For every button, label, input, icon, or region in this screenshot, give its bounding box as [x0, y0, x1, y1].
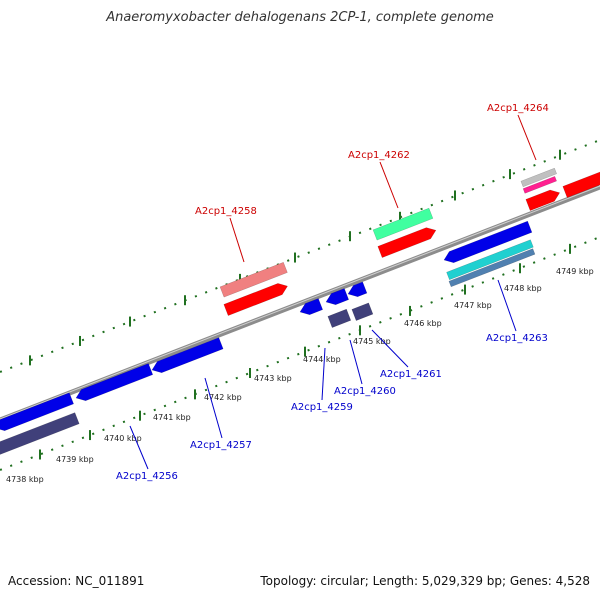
gene-4260-arrow[interactable]: [325, 288, 350, 305]
tick-label: 4739 kbp: [56, 455, 94, 464]
tick-label: 4746 kbp: [404, 319, 442, 328]
gene-label-leader: [497, 279, 517, 332]
gene-4263-arrow[interactable]: [443, 220, 533, 263]
gene-label-leader: [204, 377, 223, 439]
gene-4264-arrow[interactable]: [525, 189, 561, 211]
tick-label: 4745 kbp: [353, 337, 391, 346]
gene-features[interactable]: [0, 167, 600, 456]
gene-label[interactable]: A2cp1_4262: [348, 150, 410, 161]
gene-4256-cds[interactable]: [0, 412, 80, 456]
gene-label[interactable]: A2cp1_4259: [291, 402, 353, 413]
gene-4261-cds[interactable]: [351, 302, 374, 321]
gene-label-leader: [379, 161, 399, 209]
gene-label-leader: [517, 114, 537, 161]
tick-label: 4744 kbp: [303, 355, 341, 364]
gene-label[interactable]: A2cp1_4263: [486, 333, 548, 344]
gene-4258-arrow[interactable]: [223, 283, 288, 316]
tick-label: 4738 kbp: [6, 475, 44, 484]
map-title: Anaeromyxobacter dehalogenans 2CP-1, com…: [106, 10, 494, 25]
gene-4255-arrow[interactable]: [0, 392, 74, 431]
gene-label-leader: [371, 329, 409, 368]
tick-label: 4741 kbp: [153, 413, 191, 422]
gene-label[interactable]: A2cp1_4256: [116, 471, 178, 482]
gene-4264-misc[interactable]: [520, 167, 557, 188]
gene-4262-arrow[interactable]: [377, 227, 437, 258]
gene-4257-arrow[interactable]: [151, 337, 224, 373]
gene-4265-partial[interactable]: [562, 171, 600, 198]
gene-label-leader: [229, 217, 245, 263]
gene-4264-rna[interactable]: [522, 176, 557, 194]
tick-label: 4748 kbp: [504, 284, 542, 293]
gene-label[interactable]: A2cp1_4257: [190, 440, 252, 451]
gene-label[interactable]: A2cp1_4260: [334, 386, 396, 397]
tick-label: 4749 kbp: [556, 267, 594, 276]
accession-text: Accession: NC_011891: [8, 574, 145, 588]
gene-label[interactable]: A2cp1_4261: [380, 369, 442, 380]
gene-4261-arrow[interactable]: [347, 281, 368, 297]
gene-4260-cds[interactable]: [327, 308, 352, 328]
tick-label: 4743 kbp: [254, 374, 292, 383]
gene-label-leader: [349, 339, 363, 385]
major-ticks: [29, 149, 571, 460]
tick-label: 4742 kbp: [204, 393, 242, 402]
tick-label: 4740 kbp: [104, 434, 142, 443]
gene-4262-rrna[interactable]: [372, 207, 434, 241]
gene-4258-cds[interactable]: [219, 261, 288, 298]
genome-summary-text: Topology: circular; Length: 5,029,329 bp…: [260, 574, 590, 588]
gene-label-leader: [321, 347, 326, 401]
gene-label[interactable]: A2cp1_4258: [195, 206, 257, 217]
gene-label-leader: [129, 425, 149, 470]
tick-label: 4747 kbp: [454, 301, 492, 310]
tick-labels: 4738 kbp 4739 kbp 4740 kbp 4741 kbp 4742 kbp…: [6, 267, 594, 484]
gene-4263-misc[interactable]: [446, 239, 534, 281]
gene-4259-arrow[interactable]: [299, 298, 324, 315]
gene-labels[interactable]: A2cp1_4256 A2cp1_4257 A2cp1_4258 A2cp1_4259…: [116, 103, 549, 482]
genome-backbone: [0, 184, 600, 423]
gene-4256-arrow[interactable]: [75, 363, 154, 401]
gene-label[interactable]: A2cp1_4264: [487, 103, 549, 114]
gene-4263-cds[interactable]: [448, 248, 536, 288]
